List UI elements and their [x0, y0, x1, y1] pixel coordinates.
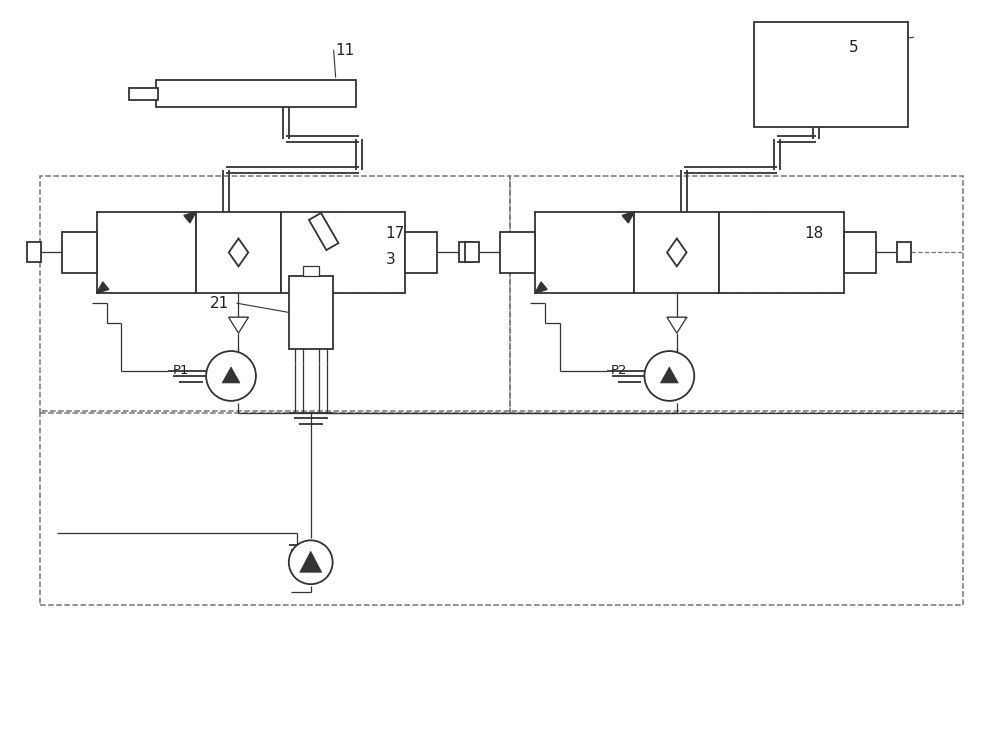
Text: 3: 3: [385, 252, 395, 267]
Text: 11: 11: [336, 42, 355, 58]
Text: P1: P1: [173, 365, 189, 377]
Bar: [129, 88, 158, 100]
Polygon shape: [535, 282, 547, 293]
Circle shape: [289, 540, 333, 584]
Text: P2: P2: [611, 365, 628, 377]
Bar: [634, 211, 719, 293]
Bar: [719, 211, 844, 293]
Bar: [465, 243, 479, 262]
Polygon shape: [184, 211, 196, 223]
Bar: [289, 276, 333, 349]
Bar: [40, 175, 510, 413]
Bar: [97, 211, 196, 293]
Polygon shape: [622, 211, 634, 223]
Polygon shape: [222, 367, 240, 383]
Bar: [40, 411, 963, 605]
Bar: [281, 211, 405, 293]
Bar: [897, 243, 911, 262]
Bar: [303, 266, 319, 276]
Bar: [510, 175, 963, 413]
Bar: [844, 232, 876, 273]
Bar: [459, 243, 473, 262]
Polygon shape: [229, 317, 248, 333]
Bar: [535, 211, 634, 293]
Bar: [62, 232, 97, 273]
Bar: [754, 23, 908, 127]
Polygon shape: [667, 317, 687, 333]
Circle shape: [644, 351, 694, 401]
Bar: [27, 243, 41, 262]
Text: 18: 18: [804, 226, 823, 241]
Text: 21: 21: [210, 296, 229, 311]
Polygon shape: [667, 238, 687, 266]
Bar: [500, 232, 535, 273]
Text: 17: 17: [385, 226, 405, 241]
Polygon shape: [309, 213, 338, 250]
Bar: [405, 232, 437, 273]
Text: 5: 5: [849, 39, 858, 55]
Circle shape: [206, 351, 256, 401]
Polygon shape: [229, 238, 248, 266]
Polygon shape: [97, 282, 109, 293]
Bar: [156, 80, 356, 107]
Bar: [196, 211, 281, 293]
Polygon shape: [660, 367, 678, 383]
Polygon shape: [300, 551, 322, 572]
